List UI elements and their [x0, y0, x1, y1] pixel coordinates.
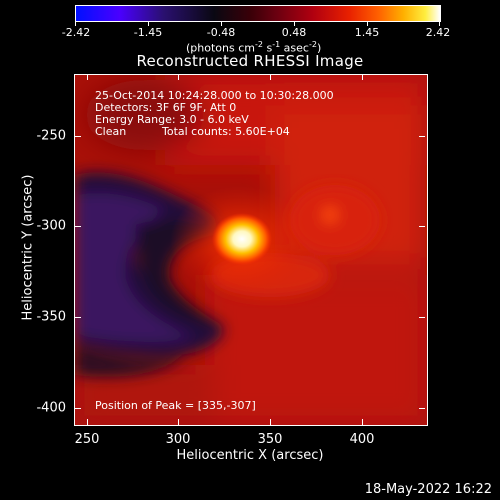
x-tick-label: 400	[349, 432, 375, 447]
colorbar-tick-label: -1.45	[133, 26, 163, 39]
y-tick-label: -250	[36, 128, 66, 144]
x-tick-label: 250	[74, 432, 100, 447]
x-tick-label: 300	[165, 432, 191, 447]
rhessi-image-map	[75, 75, 427, 425]
colorbar-units: (photons cm-2 s-1 asec-2)	[186, 40, 322, 55]
colorbar-tick-label: -0.48	[206, 26, 236, 39]
time-range: 25-Oct-2014 10:24:28.000 to 10:30:28.000	[95, 89, 334, 102]
y-tick	[419, 408, 425, 409]
y-tick-label: -350	[36, 309, 66, 325]
y-tick	[419, 226, 425, 227]
energy-range: Energy Range: 3.0 - 6.0 keV	[95, 113, 249, 126]
y-tick-label: -300	[36, 218, 66, 234]
x-tick	[87, 74, 88, 80]
colorbar-tick	[367, 21, 368, 26]
rhessi-image: 25-Oct-2014 10:24:28.000 to 10:30:28.000…	[74, 74, 428, 426]
y-tick	[75, 408, 81, 409]
image-title: Reconstructed RHESSI Image	[136, 52, 364, 70]
colorbar-tick	[75, 21, 76, 26]
y-tick	[75, 226, 81, 227]
total-counts: Total counts: 5.60E+04	[162, 125, 290, 138]
x-tick	[270, 419, 271, 425]
x-tick	[178, 74, 179, 80]
x-tick	[270, 74, 271, 80]
colorbar-tick-label: 0.48	[281, 26, 307, 39]
colorbar-tick-label: -2.42	[61, 26, 91, 39]
x-tick	[87, 419, 88, 425]
y-tick-label: -400	[36, 400, 66, 416]
x-axis-title: Heliocentric X (arcsec)	[176, 448, 324, 463]
colorbar-tick	[221, 21, 222, 26]
colorbar-tick	[148, 21, 149, 26]
colorbar-tick	[439, 21, 440, 26]
y-tick	[75, 317, 81, 318]
y-tick	[75, 136, 81, 137]
timestamp: 18-May-2022 16:22	[364, 482, 492, 497]
x-tick-label: 350	[257, 432, 283, 447]
colorbar-tick	[294, 21, 295, 26]
x-tick	[178, 419, 179, 425]
y-axis-title: Heliocentric Y (arcsec)	[20, 174, 36, 321]
colorbar-tick-label: 2.42	[425, 26, 451, 39]
algorithm: Clean	[95, 125, 127, 138]
y-tick	[419, 317, 425, 318]
y-tick	[419, 136, 425, 137]
colorbar	[75, 5, 441, 22]
x-tick	[362, 74, 363, 80]
detectors: Detectors: 3F 6F 9F, Att 0	[95, 101, 237, 114]
peak-position: Position of Peak = [335,-307]	[95, 399, 256, 412]
x-tick	[362, 419, 363, 425]
colorbar-tick-label: 1.45	[354, 26, 380, 39]
